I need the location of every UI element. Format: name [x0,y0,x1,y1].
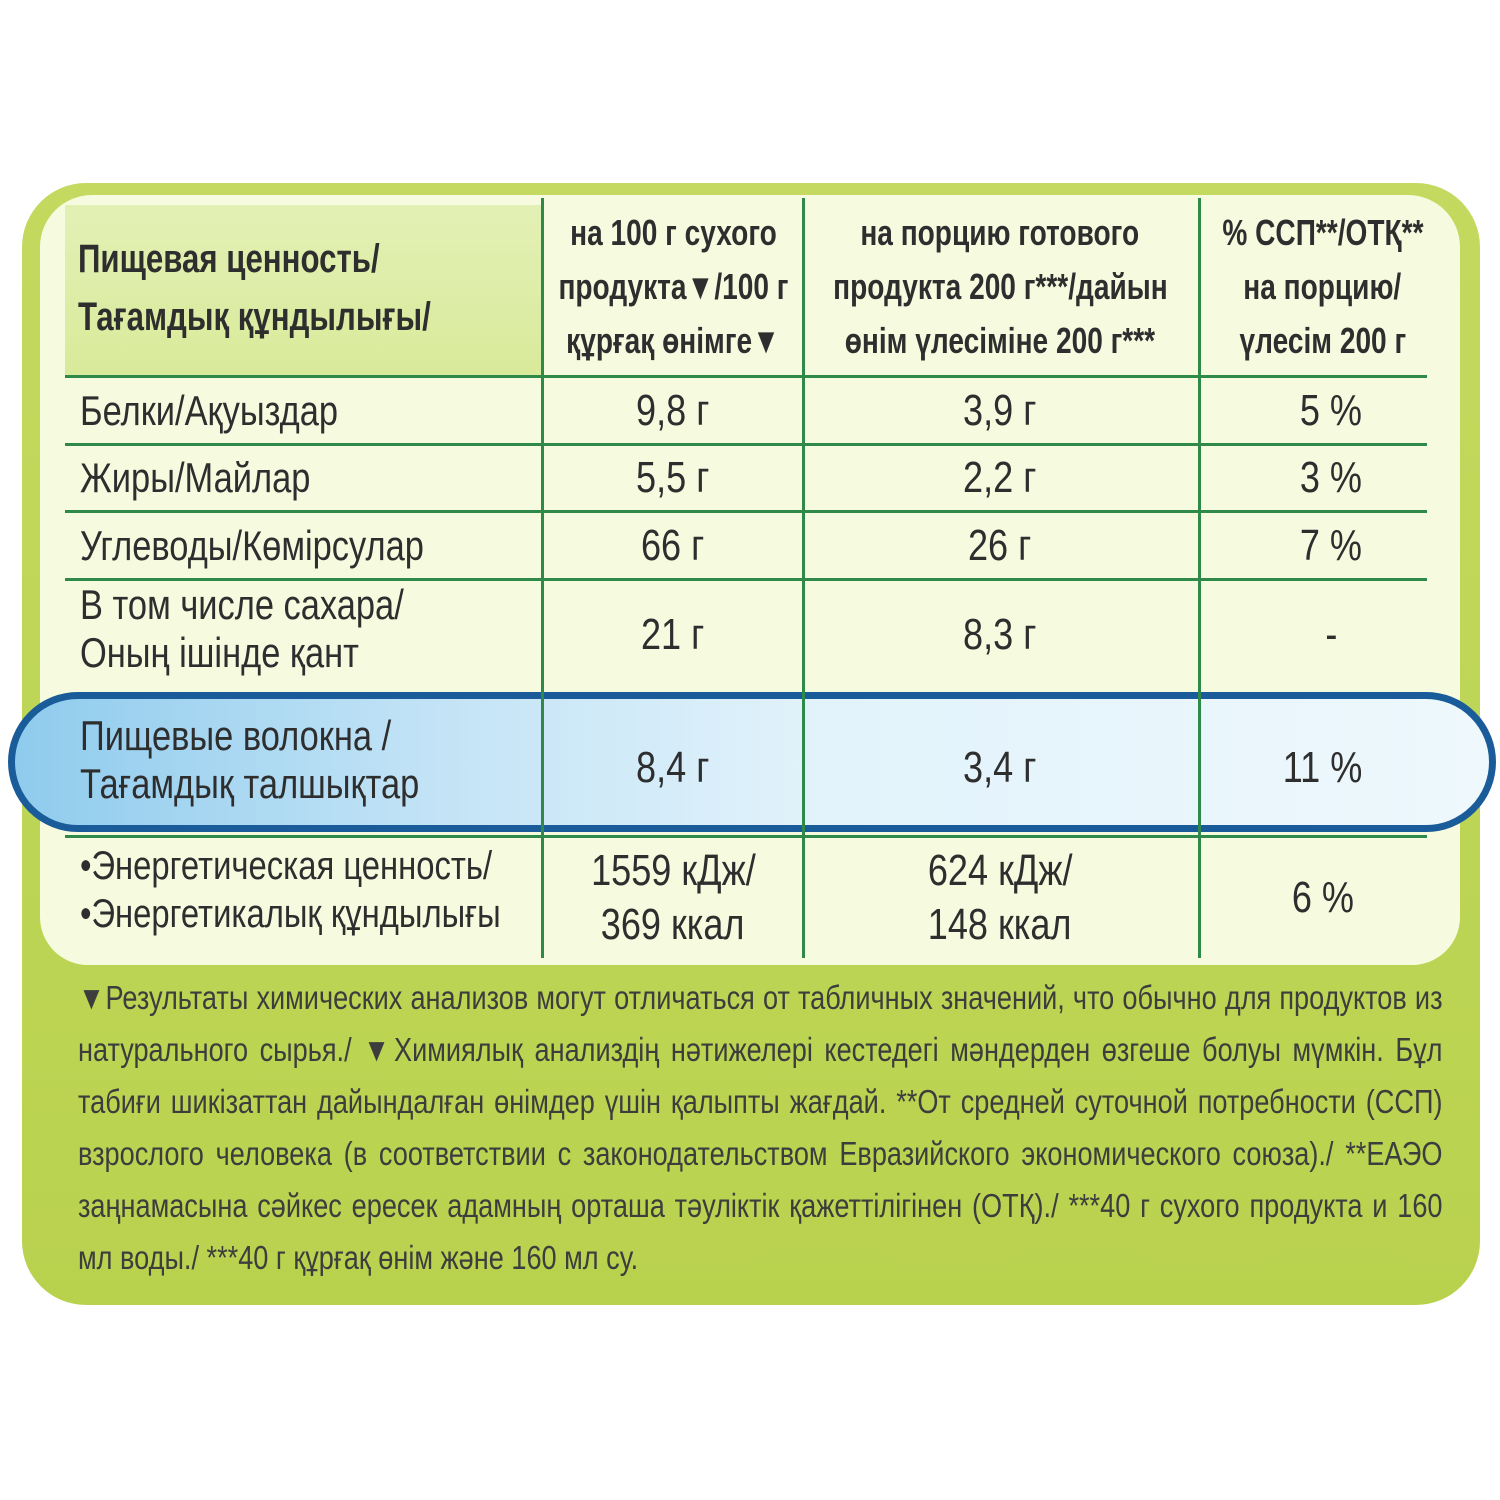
value-energy-per100: 1559 кДж/ 369 ккал [541,842,805,954]
header-per-100g: на 100 г сухого продукта▼/100 г құрғақ ө… [541,202,805,372]
header-col1-line3: құрғақ өнімге▼ [566,314,780,368]
row-label-fats: Жиры/Майлар [80,446,540,510]
value-carbohydrates-percent: 7 % [1200,513,1462,578]
header-nutrition-value: Пищевая ценность/ Тағамдық құндылығы/ [78,218,540,358]
row-label-dietary-fiber: Пищевые волокна / Тағамдық талшықтар [80,712,540,824]
header-col2-line1: на порцию готового [861,206,1140,260]
value-sugars-percent: - [1200,581,1462,689]
row-label-proteins: Белки/Ақуыздар [80,378,540,443]
row-label-energy-value: •Энергетическая ценность/ •Энергетикалық… [80,842,540,954]
value-fiber-percent: 11 % [1200,712,1445,824]
value-energy-portion: 624 кДж/ 148 ккал [802,842,1198,954]
header-col3-line2: на порцию/ [1244,260,1402,314]
value-proteins-per100: 9,8 г [541,378,805,443]
header-percent-daily: % ССП**/ОТҚ** на порцию/ үлесім 200 г [1200,202,1445,372]
footnote-paragraph: ▼Результаты химических анализов могут от… [78,972,1443,1284]
value-fats-per100: 5,5 г [541,446,805,510]
footnote-text: ▼Результаты химических анализов могут от… [78,972,1443,1284]
header-col0-line2: Тағамдық құндылығы/ [78,288,431,346]
header-col0-line1: Пищевая ценность/ [78,230,380,288]
header-col1-line2: продукта▼/100 г [558,260,788,314]
row-label-sugars: В том числе сахара/ Оның ішінде қант [80,581,540,689]
value-proteins-percent: 5 % [1200,378,1462,443]
value-carbohydrates-portion: 26 г [802,513,1198,578]
header-col2-line2: продукта 200 г***/дайын [833,260,1167,314]
header-per-portion: на порцию готового продукта 200 г***/дай… [802,202,1198,372]
grid-hline-row6 [65,835,1427,838]
header-col3-line1: % ССП**/ОТҚ** [1222,206,1423,260]
value-fats-portion: 2,2 г [802,446,1198,510]
value-fiber-per100: 8,4 г [541,712,805,824]
value-energy-percent: 6 % [1200,842,1445,954]
value-fats-percent: 3 % [1200,446,1462,510]
value-sugars-per100: 21 г [541,581,805,689]
value-sugars-portion: 8,3 г [802,581,1198,689]
value-carbohydrates-per100: 66 г [541,513,805,578]
header-col1-line1: на 100 г сухого [570,206,777,260]
row-label-carbohydrates: Углеводы/Көмірсулар [80,513,540,578]
header-col2-line3: өнім үлесіміне 200 г*** [845,314,1155,368]
value-fiber-portion: 3,4 г [802,712,1198,824]
header-col3-line3: үлесім 200 г [1239,314,1406,368]
value-proteins-portion: 3,9 г [802,378,1198,443]
